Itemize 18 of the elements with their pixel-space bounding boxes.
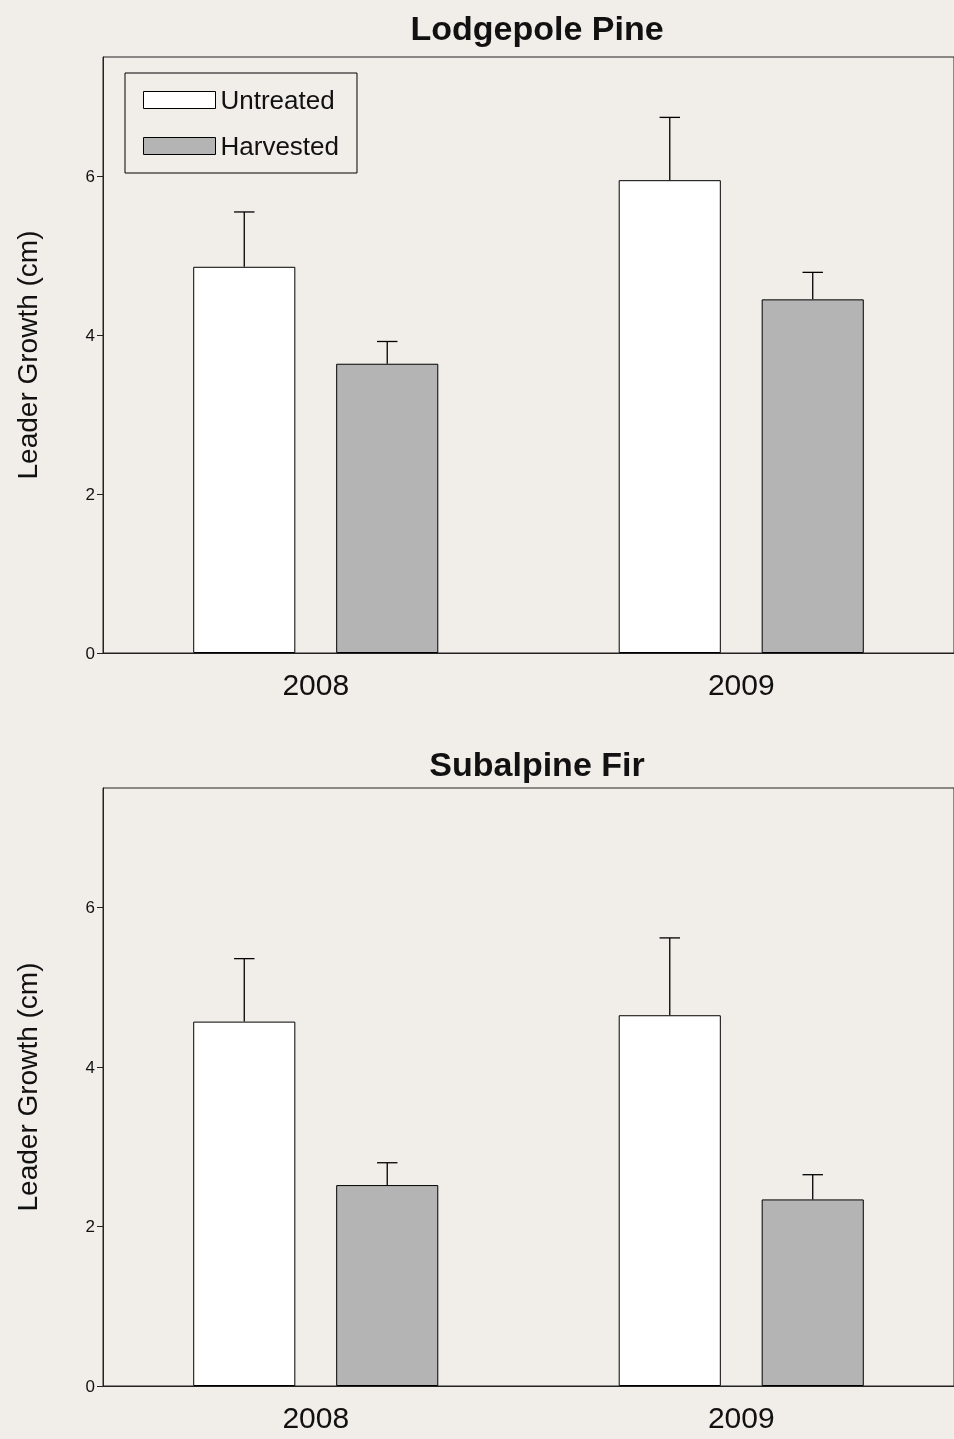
chart-title: Lodgepole Pine	[410, 9, 664, 47]
x-tick-label: 2008	[282, 667, 350, 701]
x-tick-label: 2009	[707, 1400, 775, 1434]
y-tick-label: 2	[85, 1217, 95, 1237]
x-tick-label: 2008	[282, 1400, 350, 1434]
x-tick-label: 2009	[707, 667, 775, 701]
chart-title: Subalpine Fir	[429, 745, 645, 783]
y-axis-title: Leader Growth (cm)	[11, 962, 43, 1212]
y-tick-label: 4	[85, 1057, 95, 1077]
y-tick-label: 2	[85, 484, 95, 504]
y-tick-label: 0	[85, 1376, 95, 1396]
y-axis-title: Leader Growth (cm)	[11, 230, 43, 480]
y-tick-label: 4	[85, 325, 95, 345]
y-tick-label: 6	[85, 166, 95, 186]
y-tick-label: 6	[85, 898, 95, 918]
y-tick-label: 0	[85, 643, 95, 663]
legend-label: Untreated	[220, 85, 335, 115]
legend-label: Harvested	[220, 131, 339, 161]
